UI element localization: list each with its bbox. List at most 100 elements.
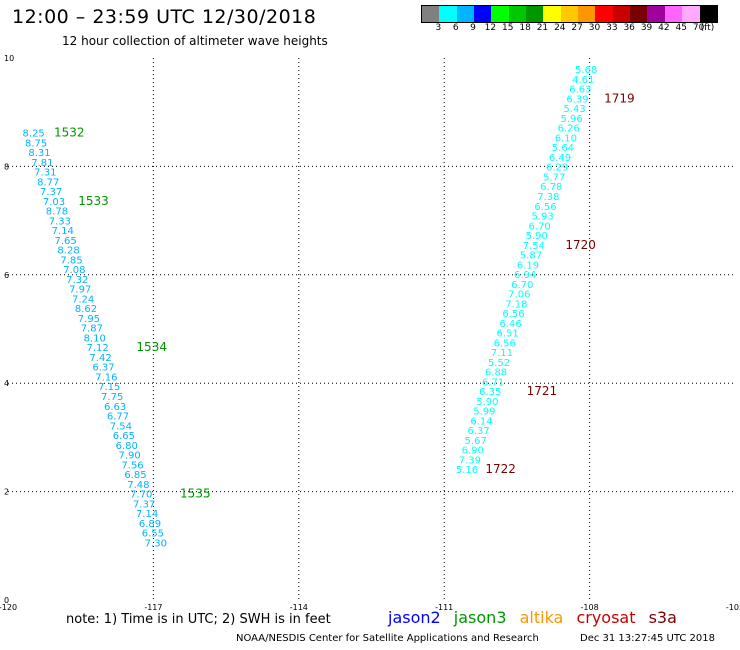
wave-height-value: 5.87 — [520, 251, 542, 262]
wave-height-value: 6.56 — [534, 202, 556, 213]
wave-height-value: 6.71 — [482, 377, 504, 388]
wave-height-value: 7.81 — [31, 158, 53, 169]
wave-height-value: 7.70 — [130, 490, 152, 501]
x-tick-label: -114 — [290, 603, 308, 612]
wave-height-value: 6.77 — [107, 412, 129, 423]
wave-height-value: 7.14 — [52, 226, 74, 237]
legend-label: (ft) — [700, 23, 715, 33]
satellite-tracks: 8.258.758.317.817.318.777.377.038.787.33… — [23, 65, 635, 549]
wave-height-value: 7.85 — [60, 255, 82, 266]
sat-cryosat: cryosat — [576, 608, 636, 627]
wave-height-value: 7.11 — [491, 348, 513, 359]
wave-height-value: 7.65 — [55, 236, 77, 247]
wave-height-value: 5.43 — [563, 104, 585, 115]
legend-label: 21 — [536, 23, 549, 33]
wave-height-value: 7.97 — [69, 285, 91, 296]
satellite-key: jason2 jason3 altika cryosat s3a — [388, 608, 685, 627]
sat-jason3: jason3 — [453, 608, 507, 627]
sat-altika: altika — [519, 608, 564, 627]
pass-time-label: 1719 — [604, 91, 635, 105]
legend-label: 3 — [435, 23, 442, 33]
legend-swatch — [543, 6, 561, 22]
legend-label: 6 — [452, 23, 459, 33]
legend-swatch — [474, 6, 492, 22]
legend-swatch — [508, 6, 527, 22]
wave-height-value: 8.62 — [75, 304, 97, 315]
wave-height-value: 7.16 — [95, 372, 117, 383]
wave-height-value: 7.87 — [81, 324, 103, 335]
wave-height-value: 7.39 — [459, 455, 481, 466]
wave-height-value: 5.99 — [473, 407, 495, 418]
wave-height-value: 8.10 — [84, 333, 106, 344]
wave-height-value: 7.15 — [98, 382, 120, 393]
wave-height-value: 8.25 — [23, 129, 45, 140]
y-tick-label: 6 — [4, 271, 9, 280]
legend-label: 36 — [623, 23, 635, 33]
y-tick-label: 0 — [4, 596, 9, 605]
legend-swatch — [682, 6, 700, 22]
y-tick-label: 2 — [4, 488, 9, 497]
wave-height-value: 7.48 — [127, 480, 149, 491]
wave-height-value: 6.63 — [104, 402, 126, 413]
legend-swatch — [526, 6, 544, 22]
wave-height-value: 6.26 — [558, 124, 580, 135]
wave-height-value: 6.37 — [92, 363, 114, 374]
x-tick-label: -120 — [0, 603, 17, 612]
wave-height-value: 7.30 — [145, 538, 167, 549]
wave-height-value: 7.33 — [49, 216, 71, 227]
wave-height-value: 6.29 — [546, 163, 568, 174]
pass-time-label: 1721 — [527, 384, 558, 398]
legend-swatch — [578, 6, 596, 22]
y-tick-label: 4 — [4, 379, 9, 388]
wave-height-value: 6.78 — [540, 182, 562, 193]
wave-height-value: 6.46 — [499, 319, 521, 330]
wave-height-value: 6.94 — [514, 270, 536, 281]
legend-label: 30 — [588, 23, 601, 33]
wave-height-value: 7.06 — [508, 290, 530, 301]
wave-height-value: 7.38 — [537, 192, 559, 203]
legend-label: 39 — [640, 23, 653, 33]
axis-ticks: -120 -117 -114 -111 -108 -105 0 2 4 6 8 10 — [0, 54, 740, 612]
legend-swatch — [595, 6, 613, 22]
wave-height-value: 6.35 — [479, 387, 501, 398]
map-title: 12:00 – 23:59 UTC 12/30/2018 — [12, 6, 317, 28]
pass-time-label: 1535 — [180, 487, 211, 501]
legend-swatch — [612, 6, 631, 22]
wave-height-value: 6.63 — [569, 85, 591, 96]
wave-height-value: 7.32 — [66, 275, 88, 286]
legend-label: 70 — [692, 23, 705, 33]
legend-label: 27 — [571, 23, 583, 33]
wave-height-value: 6.56 — [502, 309, 524, 320]
wave-height-value: 8.77 — [37, 177, 59, 188]
wave-height-value: 7.14 — [136, 509, 158, 520]
map-subtitle: 12 hour collection of altimeter wave hei… — [62, 34, 328, 48]
legend-swatch — [491, 6, 509, 22]
wave-height-value: 6.19 — [517, 260, 539, 271]
legend-swatch — [456, 6, 475, 22]
legend-swatch — [560, 6, 579, 22]
wave-height-value: 5.68 — [575, 65, 597, 76]
wave-height-value: 6.80 — [116, 441, 138, 452]
sat-jason2: jason2 — [388, 608, 441, 627]
wave-height-value: 7.54 — [523, 241, 545, 252]
wave-height-value: 6.70 — [529, 221, 551, 232]
x-tick-label: -111 — [435, 603, 453, 612]
legend-swatch — [647, 6, 665, 22]
wave-height-value: 7.95 — [78, 314, 100, 325]
wave-height-value: 6.55 — [142, 529, 164, 540]
wave-height-value: 6.10 — [555, 133, 577, 144]
y-tick-label: 10 — [4, 54, 14, 63]
wave-height-value: 5.93 — [531, 212, 553, 223]
wave-height-value: 8.28 — [57, 246, 79, 257]
wave-height-value: 6.70 — [511, 280, 533, 291]
wave-height-value: 5.52 — [488, 358, 510, 369]
legend-label: 12 — [484, 23, 497, 33]
wave-height-value: 6.56 — [494, 338, 516, 349]
wave-height-value: 7.24 — [72, 294, 94, 305]
wave-height-value: 7.18 — [505, 299, 527, 310]
wave-height-value: 7.31 — [34, 168, 56, 179]
legend-swatch — [664, 6, 683, 22]
wave-height-value: 8.75 — [25, 138, 47, 149]
wave-height-value: 6.51 — [497, 329, 519, 340]
wave-height-value: 6.65 — [113, 431, 135, 442]
